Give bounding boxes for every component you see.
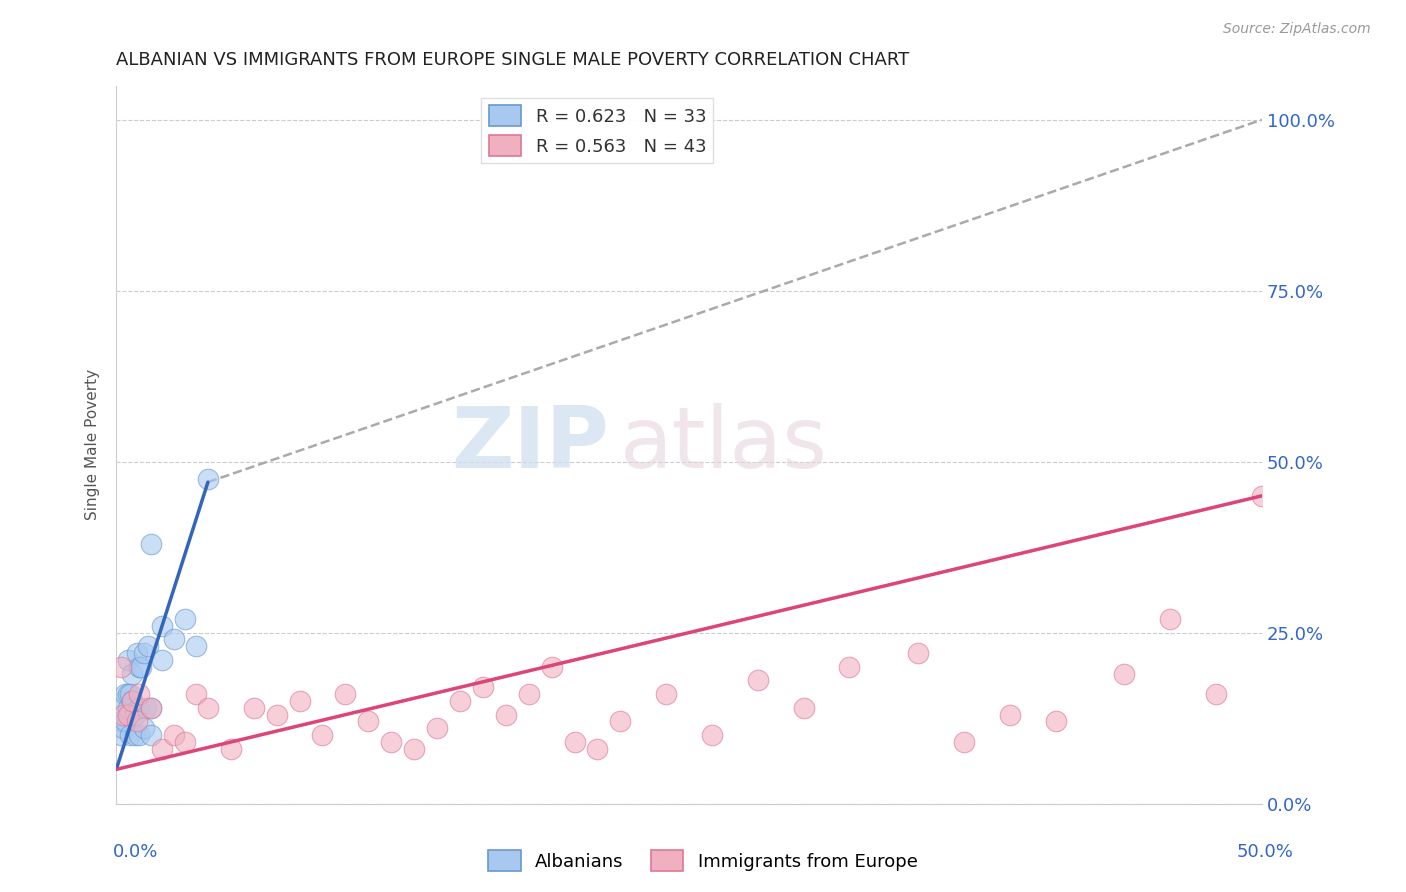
Point (110, 728, 132, 742)
Point (1205, 687, 1227, 701)
Legend: R = 0.623   N = 33, R = 0.563   N = 43: R = 0.623 N = 33, R = 0.563 N = 43 (481, 98, 713, 163)
Point (125, 646, 148, 660)
Y-axis label: Single Male Poverty: Single Male Poverty (86, 369, 100, 520)
Point (117, 701, 139, 715)
Point (150, 653, 173, 667)
Point (131, 660, 153, 674)
Point (114, 714, 136, 729)
Point (495, 707, 517, 722)
Point (125, 714, 148, 729)
Point (118, 728, 141, 742)
Text: 50.0%: 50.0% (1237, 843, 1294, 861)
Point (517, 687, 540, 701)
Point (139, 537, 162, 551)
Text: ZIP: ZIP (451, 403, 609, 486)
Point (110, 714, 132, 729)
Point (197, 472, 219, 486)
Point (132, 722, 155, 736)
Point (121, 694, 143, 708)
Point (907, 646, 929, 660)
Point (117, 687, 139, 701)
Point (449, 694, 471, 708)
Point (117, 707, 139, 722)
Point (128, 701, 150, 715)
Text: 0.0%: 0.0% (112, 843, 157, 861)
Point (186, 640, 208, 654)
Point (162, 632, 184, 647)
Point (112, 722, 135, 736)
Point (609, 714, 631, 729)
Point (471, 681, 494, 695)
Point (150, 742, 173, 756)
Point (540, 660, 562, 674)
Point (380, 735, 402, 749)
Text: atlas: atlas (620, 403, 828, 486)
Point (114, 687, 136, 701)
Point (426, 722, 449, 736)
Point (139, 701, 162, 715)
Point (1159, 612, 1181, 626)
Point (953, 735, 976, 749)
Point (112, 707, 135, 722)
Point (586, 742, 609, 756)
Point (197, 701, 219, 715)
Point (1251, 489, 1274, 503)
Point (139, 728, 162, 742)
Point (135, 701, 157, 715)
Point (139, 701, 162, 715)
Point (124, 707, 146, 722)
Point (186, 687, 208, 701)
Point (112, 694, 135, 708)
Point (174, 735, 197, 749)
Point (128, 728, 150, 742)
Text: Source: ZipAtlas.com: Source: ZipAtlas.com (1223, 22, 1371, 37)
Text: ALBANIAN VS IMMIGRANTS FROM EUROPE SINGLE MALE POVERTY CORRELATION CHART: ALBANIAN VS IMMIGRANTS FROM EUROPE SINGL… (117, 51, 910, 69)
Point (128, 660, 150, 674)
Point (150, 619, 173, 633)
Point (124, 728, 146, 742)
Point (110, 660, 132, 674)
Point (121, 666, 143, 681)
Point (793, 701, 815, 715)
Point (162, 728, 184, 742)
Point (288, 694, 311, 708)
Point (117, 653, 139, 667)
Point (311, 728, 333, 742)
Point (838, 660, 860, 674)
Point (118, 687, 141, 701)
Point (128, 687, 150, 701)
Point (138, 640, 160, 654)
Point (121, 694, 143, 708)
Point (242, 701, 264, 715)
Legend: Albanians, Immigrants from Europe: Albanians, Immigrants from Europe (481, 843, 925, 879)
Point (219, 742, 242, 756)
Point (357, 714, 380, 729)
Point (266, 707, 288, 722)
Point (1045, 714, 1067, 729)
Point (404, 742, 426, 756)
Point (564, 735, 586, 749)
Point (747, 673, 769, 688)
Point (174, 612, 197, 626)
Point (1114, 666, 1136, 681)
Point (132, 646, 155, 660)
Point (335, 687, 357, 701)
Point (700, 728, 723, 742)
Point (998, 707, 1021, 722)
Point (655, 687, 678, 701)
